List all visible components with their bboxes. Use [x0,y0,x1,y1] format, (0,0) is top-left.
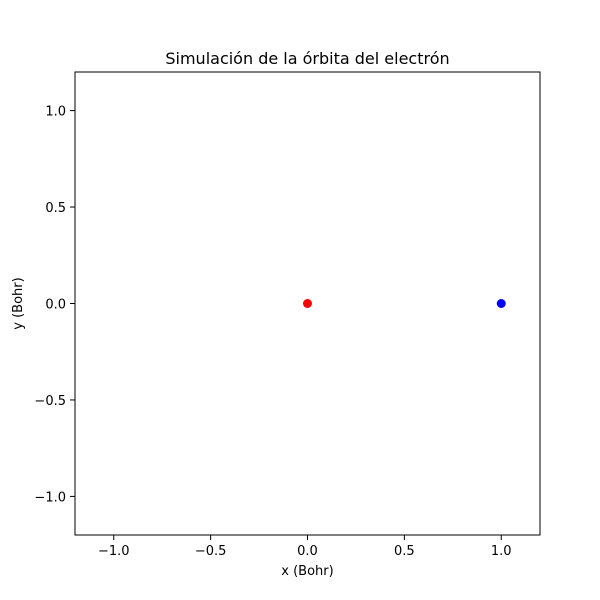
x-axis-label: x (Bohr) [281,564,333,579]
data-points [303,299,506,308]
x-tick-label: 0.5 [394,544,415,559]
x-tick-label: −0.5 [195,544,227,559]
y-tick-label: −1.0 [34,490,66,505]
x-tick-label: −1.0 [98,544,130,559]
scatter-point [303,299,312,308]
chart-title: Simulación de la órbita del electrón [165,49,449,68]
y-axis-label: y (Bohr) [11,277,26,329]
scatter-point [496,299,506,308]
y-tick-label: 0.5 [45,201,66,216]
x-axis-ticks: −1.0 −0.5 0.0 0.5 1.0 [98,535,512,559]
y-tick-label: −0.5 [34,394,66,409]
y-tick-label: 0.0 [45,298,66,313]
x-tick-label: 0.0 [297,544,318,559]
y-axis-ticks: −1.0 −0.5 0.0 0.5 1.0 [34,105,75,505]
x-tick-label: 1.0 [491,544,512,559]
y-tick-label: 1.0 [45,105,66,120]
